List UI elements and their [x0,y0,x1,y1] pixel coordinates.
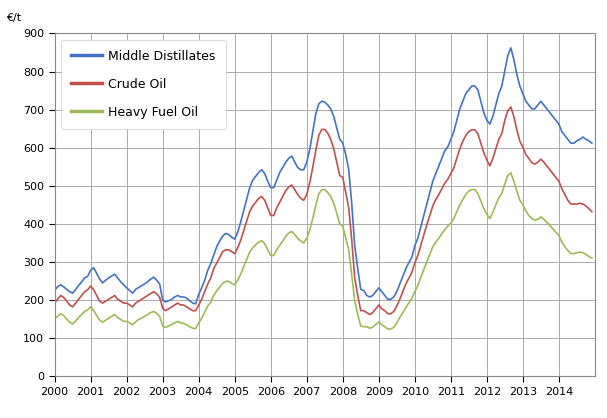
Middle Distillates [60,284,67,289]
Heavy Fuel Oil [534,217,541,222]
Middle Distillates [588,140,595,145]
Heavy Fuel Oil [114,315,121,320]
Legend: Middle Distillates, Crude Oil, Heavy Fuel Oil: Middle Distillates, Crude Oil, Heavy Fue… [61,40,226,129]
Middle Distillates [114,275,121,280]
Heavy Fuel Oil [255,240,262,245]
Crude Oil [255,196,262,201]
Heavy Fuel Oil [507,170,515,175]
Crude Oil [114,297,121,302]
Middle Distillates [507,46,515,51]
Heavy Fuel Oil [60,313,67,318]
Middle Distillates [258,167,265,172]
Crude Oil [366,312,373,317]
Crude Oil [588,209,595,214]
Line: Crude Oil: Crude Oil [55,107,592,314]
Middle Distillates [534,102,541,107]
Text: €/t: €/t [6,13,21,23]
Middle Distillates [162,299,169,304]
Heavy Fuel Oil [384,326,392,331]
Middle Distillates [51,288,58,293]
Heavy Fuel Oil [588,256,595,261]
Middle Distillates [192,301,199,306]
Crude Oil [51,301,58,306]
Crude Oil [576,201,583,206]
Heavy Fuel Oil [576,250,583,255]
Heavy Fuel Oil [51,316,58,321]
Crude Oil [162,308,169,313]
Heavy Fuel Oil [162,325,169,330]
Middle Distillates [576,137,583,142]
Crude Oil [534,160,541,165]
Crude Oil [60,295,67,300]
Line: Middle Distillates: Middle Distillates [55,48,592,304]
Crude Oil [507,104,515,110]
Line: Heavy Fuel Oil: Heavy Fuel Oil [55,173,592,329]
